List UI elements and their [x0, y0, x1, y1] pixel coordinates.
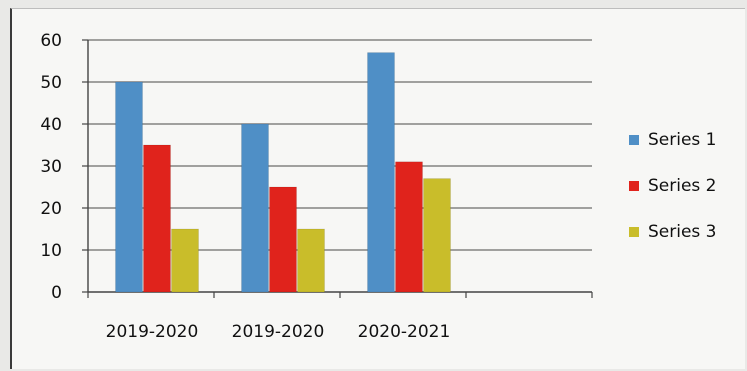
category-labels: 2019-2020 2019-2020 2020-2021: [106, 322, 451, 342]
y-tick-labels: 0 10 20 30 40 50 60: [40, 31, 62, 303]
bar-series-1: [367, 52, 395, 293]
bar-series-2: [269, 186, 297, 293]
legend-label: Series 1: [648, 130, 717, 150]
y-tick-label: 10: [40, 241, 62, 261]
bar-series-2: [395, 161, 423, 293]
bar-series-1: [241, 123, 269, 293]
y-tick-label: 50: [40, 73, 62, 93]
legend: Series 1 Series 2 Series 3: [629, 130, 717, 242]
category-label: 2019-2020: [232, 322, 325, 342]
legend-swatch: [629, 227, 639, 237]
bar-series-3: [171, 228, 199, 293]
bar-series-3: [297, 228, 325, 293]
y-tick-label: 0: [51, 283, 62, 303]
legend-label: Series 2: [648, 176, 717, 196]
y-tick-label: 60: [40, 31, 62, 51]
bar-series-2: [143, 144, 171, 293]
legend-label: Series 3: [648, 222, 717, 242]
y-tick-label: 30: [40, 157, 62, 177]
category-label: 2019-2020: [106, 322, 199, 342]
legend-swatch: [629, 181, 639, 191]
bar-series-1: [115, 81, 143, 293]
category-label: 2020-2021: [358, 322, 451, 342]
y-tick-label: 40: [40, 115, 62, 135]
bar-series-3: [423, 178, 451, 293]
y-tick-label: 20: [40, 199, 62, 219]
bars: [115, 52, 451, 293]
legend-swatch: [629, 135, 639, 145]
